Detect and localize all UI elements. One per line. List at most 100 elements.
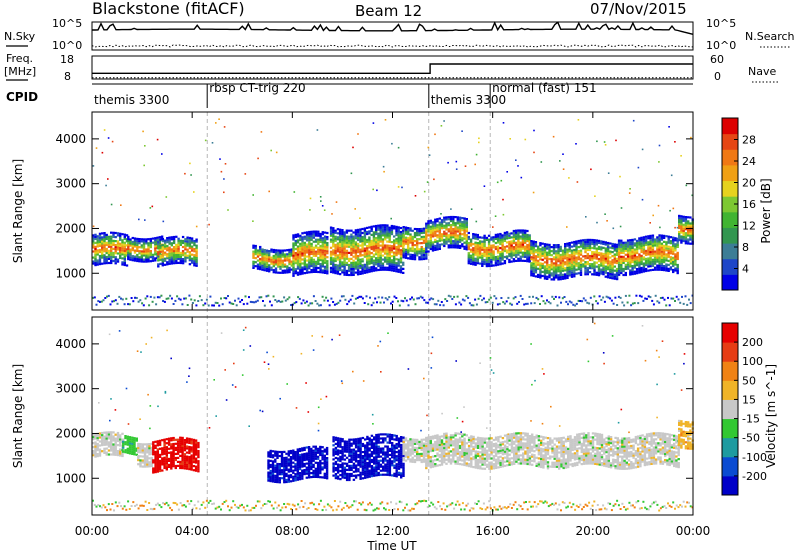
power-cell (419, 295, 422, 298)
power-cell (626, 301, 629, 304)
power-cell (388, 226, 391, 229)
power-cell (399, 230, 403, 234)
velocity-cell (296, 470, 299, 473)
power-cell (456, 220, 459, 223)
power-cell (272, 257, 275, 260)
power-cell (246, 302, 249, 305)
velocity-cell (292, 449, 295, 452)
power-cell (161, 240, 164, 243)
velocity-cell (103, 435, 106, 438)
power-cell (620, 261, 623, 264)
velocity-cell (96, 444, 99, 448)
power-cell (642, 262, 646, 265)
power-cell (501, 248, 504, 251)
power-cell (172, 237, 176, 241)
power-cell (167, 297, 170, 300)
power-cell (680, 155, 682, 157)
power-cell (515, 159, 517, 161)
power-cell (425, 228, 428, 231)
power-cell (494, 260, 498, 263)
power-cell (454, 242, 457, 245)
power-cell (498, 302, 501, 305)
velocity-cell (332, 466, 335, 469)
power-cell (670, 174, 673, 177)
power-cell (508, 252, 511, 256)
power-cell (107, 257, 111, 260)
power-cell (98, 261, 102, 264)
power-cell (154, 249, 157, 252)
power-cell (312, 270, 315, 273)
velocity-cell (192, 446, 196, 450)
power-cell (375, 267, 378, 270)
power-cell (672, 207, 675, 210)
velocity-cell (319, 468, 322, 471)
velocity-cell (332, 454, 335, 457)
power-cell (595, 253, 598, 256)
power-cell (177, 243, 180, 246)
power-cell (660, 238, 664, 241)
power-cell (343, 247, 346, 250)
velocity-cell (154, 458, 157, 462)
power-cell (407, 247, 410, 250)
power-cell (168, 238, 171, 241)
velocity-cell (194, 469, 198, 472)
velocity-cell (192, 450, 196, 454)
power-cell (615, 273, 619, 277)
power-cell (294, 256, 297, 259)
power-cell (617, 295, 620, 298)
power-cell (434, 248, 437, 251)
power-cell (461, 233, 464, 236)
power-cell (156, 236, 159, 239)
velocity-cell (170, 437, 173, 440)
power-cell (388, 236, 391, 239)
power-cell (407, 249, 410, 252)
velocity-cell (148, 443, 151, 446)
power-cell (334, 263, 337, 267)
velocity-cell (148, 453, 151, 456)
power-cell (585, 216, 587, 218)
power-cell (638, 271, 641, 274)
power-cell (393, 255, 396, 258)
velocity-cell (194, 457, 198, 460)
power-cell (359, 264, 362, 267)
power-cell (665, 247, 668, 250)
velocity-cell (271, 466, 275, 469)
power-cell (665, 259, 668, 262)
velocity-cell (103, 451, 106, 454)
power-cell (133, 239, 137, 242)
power-cell (270, 260, 273, 263)
velocity-cell (298, 466, 302, 469)
power-cell (431, 231, 435, 234)
velocity-cell (154, 456, 157, 459)
power-cell (195, 260, 198, 263)
power-cell (501, 238, 504, 241)
power-cell (575, 240, 578, 243)
power-cell (606, 254, 610, 257)
velocity-cell (146, 451, 149, 454)
velocity-cell (105, 435, 108, 438)
power-cell (301, 254, 304, 257)
velocity-cell (267, 465, 270, 468)
power-cell (416, 297, 419, 300)
power-cell (350, 251, 353, 254)
power-cell (476, 250, 479, 253)
power-cell (163, 247, 167, 250)
power-cell (341, 249, 344, 252)
power-cell (548, 251, 551, 255)
velocity-cell (283, 460, 286, 464)
velocity-cell (307, 458, 311, 461)
velocity-cell (105, 447, 108, 450)
freq-left-tick-top: 18 (60, 53, 74, 66)
power-cell (573, 261, 576, 264)
power-cell (368, 262, 371, 265)
power-cell (377, 264, 380, 268)
power-cell (310, 256, 313, 260)
power-cell (515, 229, 518, 232)
power-cell (626, 241, 630, 244)
power-cell (530, 272, 533, 275)
power-cell (463, 217, 466, 220)
power-cell (548, 253, 551, 257)
power-cell (184, 258, 187, 261)
power-cell (635, 247, 639, 251)
power-cell (179, 241, 182, 244)
